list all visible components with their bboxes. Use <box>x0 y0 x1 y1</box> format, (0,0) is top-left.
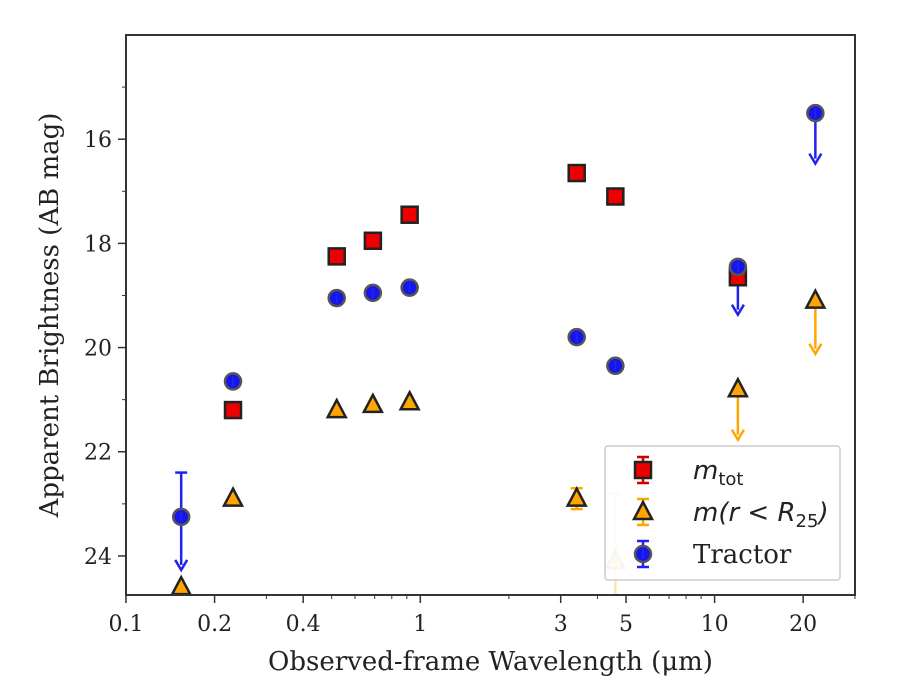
upper-limit-arrowhead <box>808 343 823 357</box>
x-tick-label: 20 <box>789 612 817 637</box>
legend-label: m(r < R25) <box>693 498 829 532</box>
upper-limit-arrowhead <box>730 429 745 443</box>
triangle-marker <box>221 485 245 507</box>
x-tick-label: 0.1 <box>109 612 144 637</box>
plot-frame <box>125 34 856 596</box>
y-tick-label: 18 <box>84 232 112 257</box>
y-tick-label: 20 <box>84 337 112 362</box>
y-tick-label: 22 <box>84 441 112 466</box>
triangle-marker <box>325 397 348 419</box>
x-tick-label: 3 <box>554 612 568 637</box>
triangle-marker <box>361 392 384 414</box>
y-tick-label: 24 <box>84 545 112 570</box>
square-marker <box>606 187 625 206</box>
legend-box <box>604 445 841 581</box>
square-marker <box>223 400 243 420</box>
square-marker <box>327 247 346 266</box>
upper-limit-arrowhead <box>808 152 823 167</box>
square-marker <box>633 460 653 480</box>
square-marker <box>363 231 383 251</box>
triangle-marker <box>631 499 655 521</box>
legend-label: Tractor <box>693 540 792 570</box>
legend-label: mtot <box>693 456 743 490</box>
y-tick-label: 16 <box>84 128 112 153</box>
x-tick-label: 0.2 <box>197 612 232 637</box>
x-tick-label: 10 <box>701 612 729 637</box>
marker-layer <box>170 103 827 596</box>
x-tick-label: 5 <box>619 612 633 637</box>
upper-limit-arrowhead <box>174 559 189 573</box>
triangle-marker <box>804 288 827 309</box>
legend: mtot m(r < R25) Tractor <box>604 445 841 581</box>
triangle-marker <box>726 376 749 398</box>
x-axis-label: Observed-frame Wavelength (μm) <box>268 647 713 677</box>
x-tick-label: 0.4 <box>286 612 321 637</box>
triangle-marker <box>170 574 193 596</box>
triangle-marker <box>398 389 421 411</box>
triangle-marker <box>565 485 588 507</box>
axis-ticks: 0.1 0.2 0.4 1 3 5 10 20 16 18 20 22 24 <box>84 86 856 637</box>
upper-limit-arrowhead <box>730 304 745 318</box>
x-tick-label: 1 <box>413 612 427 637</box>
square-marker <box>400 205 419 224</box>
square-marker <box>567 163 586 183</box>
y-axis-label: Apparent Brightness (AB mag) <box>35 113 65 519</box>
